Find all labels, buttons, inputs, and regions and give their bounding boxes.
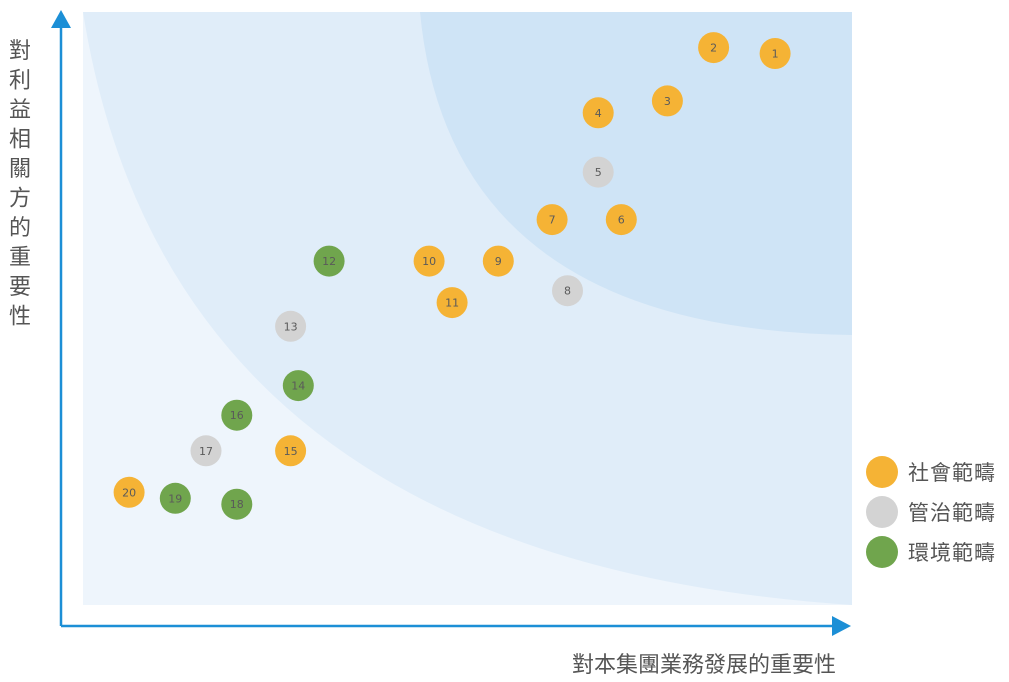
data-point-17	[190, 435, 222, 467]
data-point-label-16: 16	[230, 409, 244, 422]
legend-swatch-environment	[866, 536, 898, 568]
y-axis-label-char: 性	[9, 305, 31, 330]
data-point-18	[221, 488, 253, 520]
x-axis-label: 對本集團業務發展的重要性	[572, 653, 836, 678]
y-axis-label-char: 益	[9, 98, 31, 123]
data-point-label-6: 6	[618, 214, 625, 227]
data-point-20	[113, 476, 145, 508]
zone-inner	[420, 12, 852, 335]
data-point-10	[413, 245, 445, 277]
data-point-label-5: 5	[595, 166, 602, 179]
data-point-label-13: 13	[284, 320, 298, 333]
y-axis-label-char: 要	[9, 275, 31, 300]
data-point-label-18: 18	[230, 498, 244, 511]
legend: 社會範疇 管治範疇 環境範疇	[866, 452, 996, 572]
data-point-label-7: 7	[549, 214, 556, 227]
data-point-1	[759, 38, 791, 69]
data-point-13	[275, 310, 307, 342]
data-point-label-17: 17	[199, 445, 213, 458]
axes	[51, 10, 851, 636]
y-axis-label: 對利益相關方的重要性	[9, 39, 31, 330]
data-point-label-1: 1	[772, 48, 779, 61]
legend-item-governance: 管治範疇	[866, 492, 996, 532]
data-point-19	[159, 482, 191, 514]
zone-background	[83, 12, 852, 605]
legend-label: 管治範疇	[908, 501, 996, 525]
data-point-label-12: 12	[322, 255, 336, 268]
data-point-label-15: 15	[284, 445, 298, 458]
data-point-label-20: 20	[122, 486, 136, 499]
data-point-12	[313, 245, 345, 277]
data-point-4	[582, 97, 614, 129]
data-point-label-19: 19	[168, 492, 182, 505]
legend-swatch-social	[866, 456, 898, 488]
y-axis-label-char: 重	[9, 246, 31, 271]
data-point-label-2: 2	[710, 42, 717, 55]
data-point-9	[482, 245, 514, 277]
data-point-label-10: 10	[422, 255, 436, 268]
y-axis-label-char: 關	[9, 157, 31, 182]
legend-label: 社會範疇	[908, 461, 996, 485]
data-point-7	[536, 204, 568, 236]
y-axis-label-char: 相	[9, 128, 31, 153]
data-point-5	[582, 156, 614, 188]
x-axis-arrow	[832, 616, 851, 636]
y-axis-label-char: 利	[9, 69, 31, 94]
data-point-label-3: 3	[664, 95, 671, 108]
data-point-label-8: 8	[564, 285, 571, 298]
data-point-label-4: 4	[595, 107, 602, 120]
data-point-14	[282, 370, 314, 402]
y-axis-label-char: 對	[9, 39, 31, 64]
data-point-6	[605, 204, 637, 236]
data-point-8	[552, 275, 583, 307]
data-point-3	[651, 85, 683, 117]
data-point-16	[221, 399, 253, 431]
data-point-label-11: 11	[445, 297, 459, 310]
legend-swatch-governance	[866, 496, 898, 528]
legend-item-social: 社會範疇	[866, 452, 996, 492]
data-point-11	[436, 287, 468, 319]
data-point-2	[698, 32, 730, 64]
legend-item-environment: 環境範疇	[866, 532, 996, 572]
data-point-label-9: 9	[495, 255, 502, 268]
data-point-label-14: 14	[291, 380, 305, 393]
legend-label: 環境範疇	[908, 541, 996, 565]
data-point-15	[275, 435, 307, 467]
y-axis-label-char: 的	[9, 216, 31, 241]
y-axis-label-char: 方	[9, 187, 31, 212]
y-axis-arrow	[51, 10, 71, 28]
